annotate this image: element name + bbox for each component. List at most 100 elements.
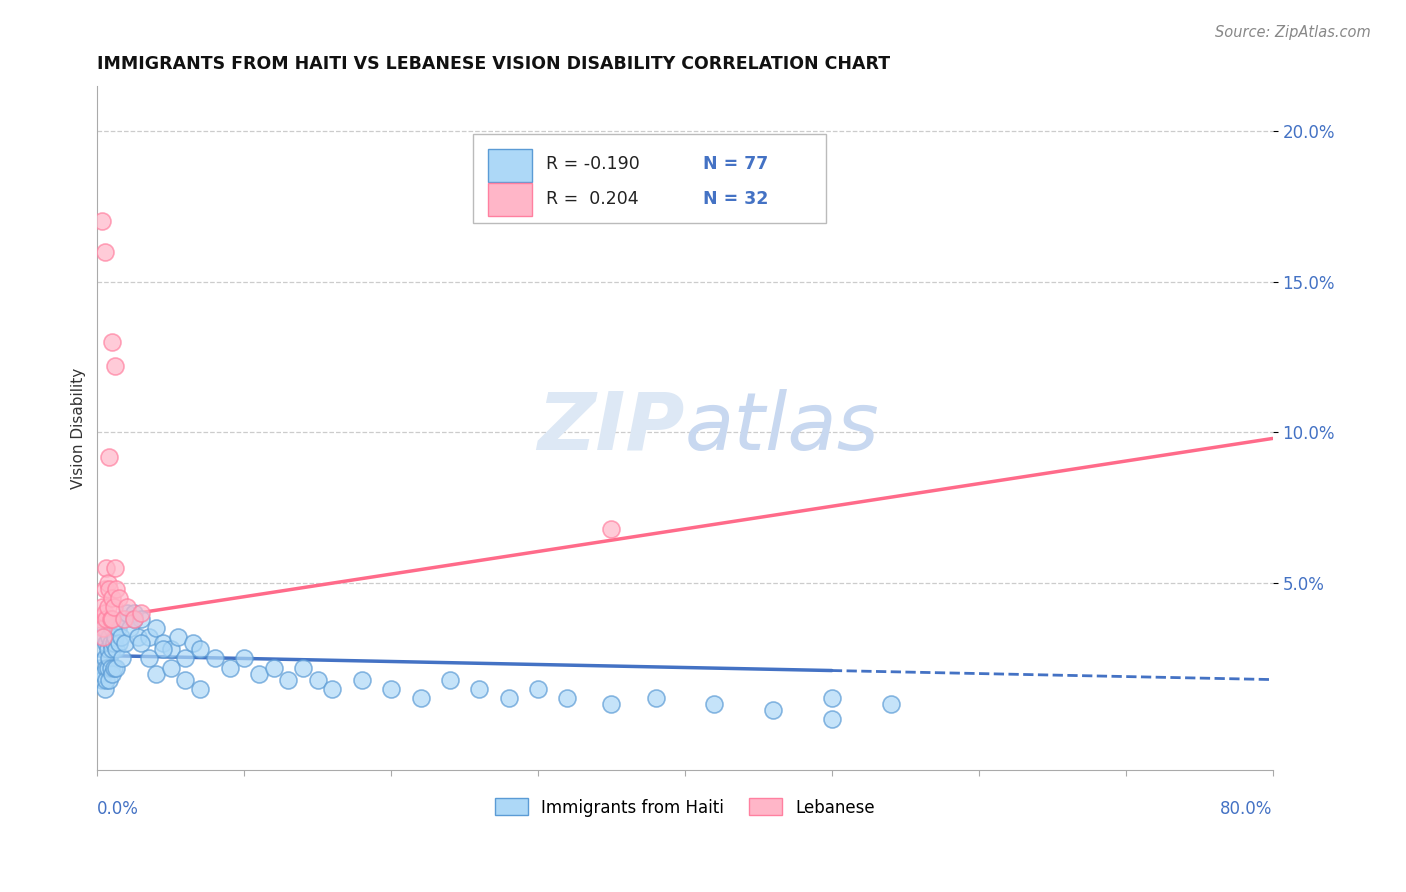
Text: Source: ZipAtlas.com: Source: ZipAtlas.com (1215, 25, 1371, 40)
Point (409, 690, 432, 705)
Point (97, 660, 120, 674)
Point (167, 631, 190, 645)
Point (350, 673, 373, 687)
Point (100, 636, 122, 650)
Point (89, 612, 111, 626)
Point (821, 712, 844, 726)
Point (90, 673, 112, 687)
Point (122, 612, 145, 626)
Point (263, 660, 285, 674)
FancyBboxPatch shape (488, 183, 531, 216)
Point (96, 636, 118, 650)
Point (600, 697, 623, 711)
Point (93, 582, 115, 596)
Point (159, 642, 181, 657)
Y-axis label: Vision Disability: Vision Disability (72, 368, 86, 489)
FancyBboxPatch shape (488, 149, 531, 182)
Point (96, 612, 118, 626)
Point (104, 359, 127, 373)
Point (127, 631, 149, 645)
Point (107, 621, 129, 635)
Point (762, 703, 785, 717)
Point (89, 660, 111, 674)
Point (105, 642, 128, 657)
Point (879, 697, 901, 711)
Point (101, 612, 124, 626)
Point (90, 214, 112, 228)
Point (277, 673, 299, 687)
Point (292, 660, 315, 674)
Point (91, 666, 114, 681)
Text: N = 77: N = 77 (703, 155, 768, 173)
Point (93, 681, 115, 696)
Point (90, 642, 112, 657)
Point (114, 636, 136, 650)
Point (104, 561, 127, 575)
Point (101, 642, 124, 657)
Text: R = -0.190: R = -0.190 (547, 155, 640, 173)
Point (112, 612, 135, 626)
Point (527, 681, 550, 696)
Point (91, 621, 114, 635)
Point (101, 591, 124, 606)
Point (145, 621, 167, 635)
Point (145, 666, 167, 681)
Point (138, 651, 160, 665)
Point (112, 612, 135, 626)
Point (101, 334, 124, 349)
Point (247, 666, 270, 681)
Point (98, 651, 121, 665)
Point (97, 576, 120, 591)
Point (115, 600, 138, 615)
Point (644, 690, 666, 705)
Point (98, 582, 121, 596)
Point (108, 591, 131, 606)
Text: R =  0.204: R = 0.204 (547, 190, 638, 208)
Point (91, 631, 114, 645)
Point (100, 660, 122, 674)
Point (96, 561, 118, 575)
Point (321, 681, 343, 696)
Point (188, 681, 211, 696)
Point (104, 631, 127, 645)
Text: atlas: atlas (685, 389, 880, 467)
Point (152, 636, 174, 650)
Point (105, 660, 128, 674)
Point (174, 651, 197, 665)
Point (105, 582, 128, 596)
Point (103, 600, 125, 615)
Point (181, 636, 204, 650)
Text: N = 32: N = 32 (703, 190, 768, 208)
Point (122, 612, 145, 626)
Point (93, 244, 115, 259)
Point (498, 690, 520, 705)
Point (108, 636, 131, 650)
Legend: Immigrants from Haiti, Lebanese: Immigrants from Haiti, Lebanese (488, 792, 882, 823)
Point (468, 681, 491, 696)
Point (122, 607, 145, 621)
Point (93, 651, 115, 665)
Point (131, 636, 153, 650)
Point (90, 600, 112, 615)
Point (91, 631, 114, 645)
Point (138, 631, 160, 645)
Point (233, 651, 256, 665)
Point (307, 673, 329, 687)
Point (821, 690, 844, 705)
Point (100, 612, 122, 626)
Point (103, 636, 125, 650)
Point (600, 522, 623, 536)
Point (131, 607, 153, 621)
Point (174, 673, 197, 687)
Point (111, 651, 134, 665)
Point (98, 673, 121, 687)
Point (96, 673, 118, 687)
Point (98, 450, 121, 464)
Text: ZIP: ZIP (537, 389, 685, 467)
Point (98, 631, 121, 645)
Text: IMMIGRANTS FROM HAITI VS LEBANESE VISION DISABILITY CORRELATION CHART: IMMIGRANTS FROM HAITI VS LEBANESE VISION… (97, 55, 890, 73)
Point (103, 660, 125, 674)
Point (97, 642, 120, 657)
Point (118, 621, 141, 635)
Point (152, 642, 174, 657)
